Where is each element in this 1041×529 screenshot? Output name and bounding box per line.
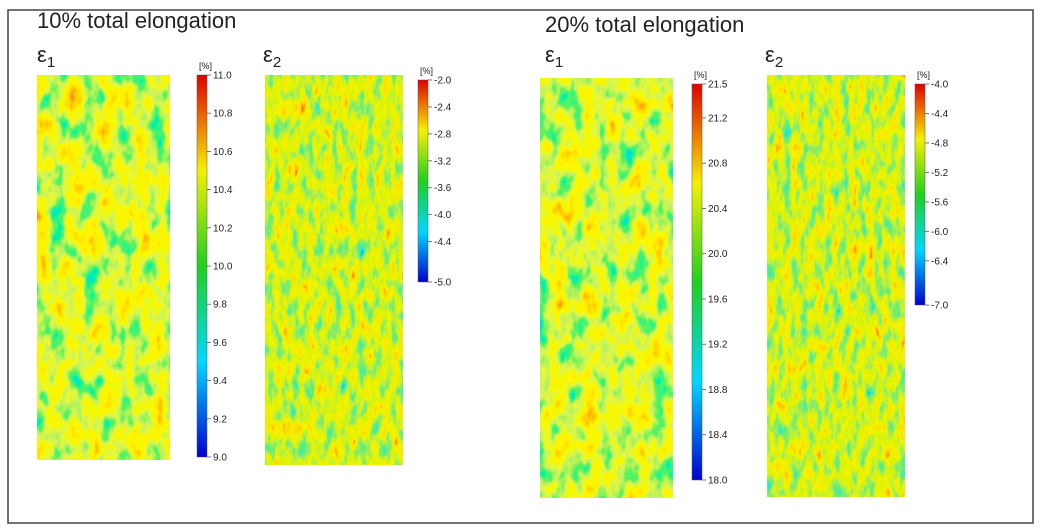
colorbar-tick-label: -6.0 <box>931 227 949 238</box>
colorbar <box>196 74 208 458</box>
colorbar-unit: [%] <box>694 70 707 80</box>
strain-map <box>540 78 673 498</box>
strain-map <box>37 75 170 460</box>
colorbar-tick-label: 18.4 <box>708 430 728 441</box>
map-subscript: 1 <box>47 54 55 71</box>
colorbar-tick-label: 21.2 <box>708 113 728 124</box>
colorbar-tick-label: -4.0 <box>434 210 452 221</box>
colorbar-tick-label: -4.0 <box>931 80 949 91</box>
colorbar-tick-label: 10.6 <box>213 147 233 158</box>
colorbar-tick-label: -6.4 <box>931 256 949 267</box>
panel-title: 10% total elongation <box>37 8 236 33</box>
colorbar-tick-label: -5.2 <box>931 168 949 179</box>
colorbar-tick-label: -5.6 <box>931 197 949 208</box>
map-subscript: 1 <box>555 54 563 71</box>
colorbar-tick-label: -2.4 <box>434 102 452 113</box>
colorbar-tick-label: 19.6 <box>708 294 728 305</box>
colorbar-tick-label: -7.0 <box>931 301 949 312</box>
colorbar <box>417 79 429 283</box>
colorbar-tick-label: -2.0 <box>434 76 452 87</box>
colorbar-tick-label: -3.2 <box>434 156 452 167</box>
colorbar-unit: [%] <box>420 66 433 76</box>
colorbar-tick-label: 20.8 <box>708 159 728 170</box>
panel-title: 20% total elongation <box>545 12 744 37</box>
colorbar-tick-label: 11.0 <box>213 71 232 82</box>
colorbar-tick-label: 21.5 <box>708 80 728 91</box>
colorbar-tick-label: -3.6 <box>434 183 452 194</box>
colorbar-tick-label: 20.0 <box>708 249 728 260</box>
map-subscript: 2 <box>775 54 783 71</box>
colorbar-unit: [%] <box>917 70 930 80</box>
colorbar-tick-label: 9.2 <box>213 414 227 425</box>
colorbar-unit: [%] <box>199 61 212 71</box>
colorbar-tick-label: -4.4 <box>931 109 949 120</box>
colorbar-tick-label: 10.4 <box>213 185 233 196</box>
colorbar-tick-label: 18.0 <box>708 476 728 487</box>
colorbar-tick-label: 9.0 <box>213 453 227 464</box>
colorbar-tick-label: 10.2 <box>213 223 233 234</box>
colorbar-tick-label: -4.4 <box>434 237 452 248</box>
colorbar-tick-label: 9.4 <box>213 376 227 387</box>
colorbar-tick-label: 9.8 <box>213 300 227 311</box>
colorbar-tick-label: -5.0 <box>434 278 452 289</box>
colorbar-tick-label: 20.4 <box>708 204 728 215</box>
colorbar-tick-label: -4.8 <box>931 138 949 149</box>
strain-map <box>265 75 403 465</box>
colorbar-tick-label: 18.8 <box>708 385 728 396</box>
colorbar-tick-label: 19.2 <box>708 340 728 351</box>
colorbar-tick-label: -2.8 <box>434 129 452 140</box>
colorbar-tick-label: 9.6 <box>213 338 227 349</box>
colorbar <box>691 83 703 481</box>
map-subscript: 2 <box>273 54 281 71</box>
colorbar-tick-label: 10.8 <box>213 109 233 120</box>
colorbar-tick-label: 10.0 <box>213 262 233 273</box>
strain-map <box>767 75 905 497</box>
colorbar <box>914 83 926 306</box>
